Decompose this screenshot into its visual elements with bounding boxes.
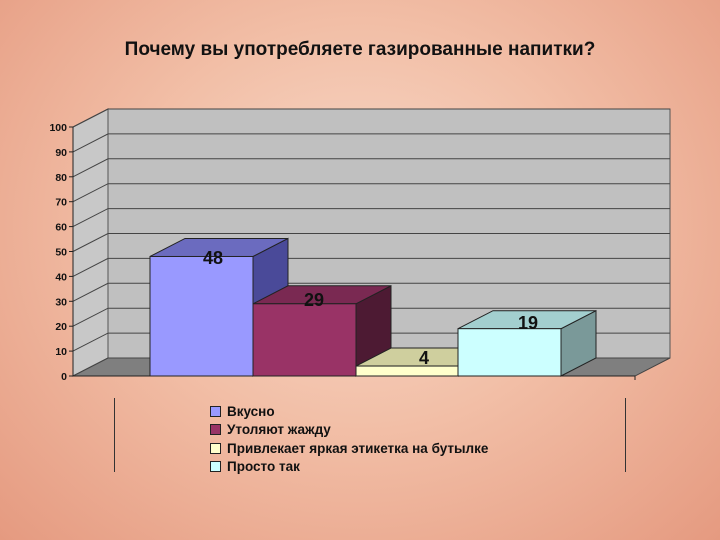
y-tick-label: 40 bbox=[55, 271, 67, 283]
data-label: 19 bbox=[518, 313, 538, 333]
data-label: 4 bbox=[419, 348, 429, 368]
gridline bbox=[72, 158, 670, 178]
gridline bbox=[72, 133, 670, 153]
y-tick-label: 70 bbox=[55, 197, 67, 209]
bar-front bbox=[252, 303, 357, 377]
y-tick-label: 50 bbox=[55, 247, 67, 259]
legend-divider-right bbox=[625, 398, 626, 472]
bar bbox=[457, 309, 597, 377]
bars bbox=[149, 237, 597, 377]
legend-item: Вкусно bbox=[210, 402, 488, 421]
gridline bbox=[72, 282, 670, 302]
bar bbox=[149, 237, 289, 377]
legend-label: Привлекает яркая этикетка на бутылке bbox=[227, 440, 489, 456]
data-label: 29 bbox=[304, 290, 324, 310]
y-tick-label: 90 bbox=[55, 147, 67, 159]
gridline bbox=[72, 108, 670, 128]
legend-label: Утоляют жажду bbox=[227, 422, 331, 438]
y-tick-label: 80 bbox=[55, 172, 67, 184]
gridline bbox=[72, 208, 670, 228]
bar-front bbox=[355, 365, 460, 377]
legend-swatch bbox=[210, 461, 221, 473]
gridline bbox=[72, 233, 670, 252]
data-label: 48 bbox=[203, 248, 223, 268]
y-tick-label: 60 bbox=[55, 222, 67, 234]
bar bbox=[252, 284, 392, 377]
legend-swatch bbox=[210, 405, 221, 417]
y-axis-tick-labels: 0 10 20 30 40 50 60 70 80 90 100 bbox=[49, 122, 67, 383]
legend-swatch bbox=[210, 424, 221, 436]
gridline bbox=[72, 307, 670, 327]
y-tick-label: 30 bbox=[55, 296, 67, 308]
data-labels: 48 29 4 19 bbox=[203, 248, 538, 368]
y-tick-label: 20 bbox=[55, 321, 67, 333]
legend-label: Вкусно bbox=[227, 403, 275, 419]
chart-title: Почему вы употребляете газированные напи… bbox=[124, 39, 596, 60]
legend-swatch bbox=[210, 442, 221, 454]
legend: Вкусно Утоляют жажду Привлекает яркая эт… bbox=[210, 402, 488, 476]
gridline bbox=[72, 183, 670, 203]
legend-item: Привлекает яркая этикетка на бутылке bbox=[210, 439, 488, 458]
y-tick-label: 100 bbox=[49, 122, 67, 134]
legend-item: Просто так bbox=[210, 458, 488, 477]
legend-divider-left bbox=[114, 398, 115, 472]
legend-label: Просто так bbox=[227, 459, 300, 475]
y-tick-label: 0 bbox=[61, 371, 67, 383]
bar-front bbox=[457, 328, 562, 377]
y-tick-label: 10 bbox=[55, 346, 67, 358]
bar-front bbox=[149, 255, 254, 377]
legend-item: Утоляют жажду bbox=[210, 421, 488, 440]
gridline bbox=[72, 257, 670, 277]
